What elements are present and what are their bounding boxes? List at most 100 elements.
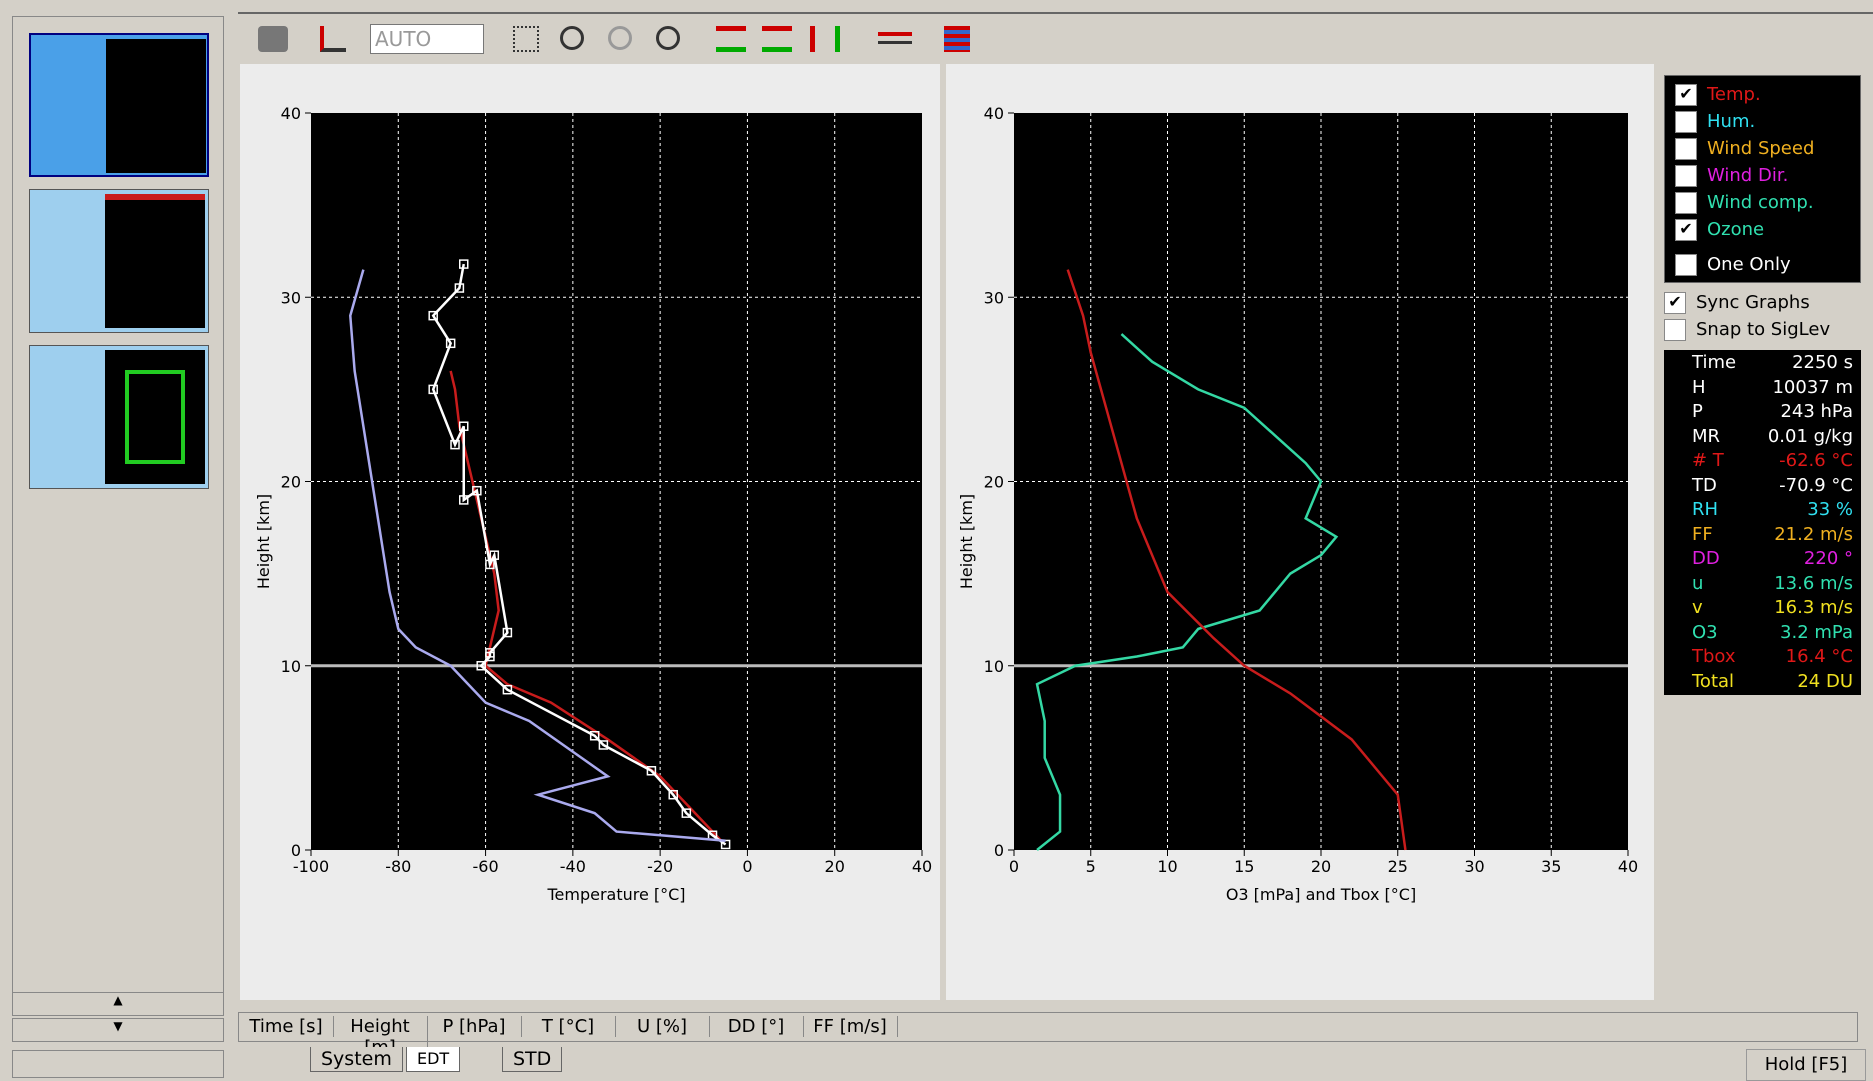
- y-axis-label: Height [km]: [957, 494, 976, 589]
- options: ✔ Sync Graphs Snap to SigLev: [1664, 292, 1864, 346]
- column-header[interactable]: T [°C]: [521, 1016, 616, 1037]
- legend-label: Temp.: [1707, 84, 1761, 105]
- readout-value: 16.4 °C: [1786, 646, 1853, 671]
- readout-label: v: [1674, 597, 1703, 622]
- checkbox[interactable]: [1664, 319, 1686, 341]
- zoom-fit-button[interactable]: [656, 26, 680, 50]
- readout-row: DD 220 °: [1674, 548, 1853, 573]
- readout-value: 0.01 g/kg: [1768, 426, 1853, 451]
- option-label: Sync Graphs: [1696, 292, 1810, 313]
- zoom-combo[interactable]: AUTO: [370, 24, 484, 54]
- readout-label: Total: [1674, 671, 1734, 696]
- thumbnail-panel: ▲: [12, 16, 224, 1016]
- x-tick-label: 40: [1618, 857, 1638, 876]
- legend-item[interactable]: Wind Dir.: [1675, 165, 1850, 192]
- readout-label: Tbox: [1674, 646, 1736, 671]
- readout-label: MR: [1674, 426, 1720, 451]
- tab[interactable]: STD: [502, 1047, 562, 1072]
- legend-item[interactable]: Wind Speed: [1675, 138, 1850, 165]
- zoom-in-button[interactable]: [560, 26, 584, 50]
- print-button[interactable]: [258, 26, 288, 52]
- readout-value: 16.3 m/s: [1774, 597, 1853, 622]
- column-header[interactable]: P [hPa]: [427, 1016, 522, 1037]
- readout-row: TD-70.9 °C: [1674, 475, 1853, 500]
- readout-value: 2250 s: [1792, 352, 1853, 377]
- readout-label: DD: [1674, 548, 1720, 573]
- x-tick-label: -60: [473, 857, 499, 876]
- x-axis-label: Temperature [°C]: [546, 885, 685, 904]
- readout-value: 220 °: [1804, 548, 1853, 573]
- y-tick-label: 40: [281, 104, 301, 123]
- tool-button[interactable]: [320, 26, 346, 52]
- zoom-select-button[interactable]: [513, 26, 539, 52]
- one-only[interactable]: One Only: [1675, 254, 1850, 276]
- thumbnail[interactable]: [29, 189, 209, 333]
- x-tick-label: 5: [1086, 857, 1096, 876]
- thumbnail[interactable]: [29, 33, 209, 177]
- checkbox[interactable]: [1675, 165, 1697, 187]
- tool-button[interactable]: [810, 26, 840, 52]
- legend-item[interactable]: Hum.: [1675, 111, 1850, 138]
- option[interactable]: ✔ Sync Graphs: [1664, 292, 1864, 319]
- tool-button[interactable]: [716, 26, 746, 52]
- x-tick-label: 20: [825, 857, 845, 876]
- y-tick-label: 10: [281, 657, 301, 676]
- nav-buttons[interactable]: [12, 1050, 224, 1078]
- scroll-up[interactable]: ▲: [13, 992, 223, 1016]
- readout-row: Total 24 DU: [1674, 671, 1853, 696]
- readout-value: 13.6 m/s: [1774, 573, 1853, 598]
- readout-value: 21.2 m/s: [1774, 524, 1853, 549]
- option[interactable]: Snap to SigLev: [1664, 319, 1864, 346]
- checkbox[interactable]: ✔: [1664, 292, 1686, 314]
- readout-label: TD: [1674, 475, 1717, 500]
- y-tick-label: 10: [984, 657, 1004, 676]
- hold-button[interactable]: Hold [F5]: [1746, 1049, 1866, 1081]
- legend-label: Wind Dir.: [1707, 165, 1788, 186]
- tool-button[interactable]: [944, 26, 970, 52]
- readout-label: P: [1674, 401, 1703, 426]
- legend-item[interactable]: ✔Ozone: [1675, 219, 1850, 246]
- checkbox[interactable]: [1675, 138, 1697, 160]
- y-tick-label: 40: [984, 104, 1004, 123]
- screen: ▲ ▼ AUTO -100-80-60-40-2002040010203040T…: [0, 0, 1873, 1081]
- x-tick-label: 20: [1311, 857, 1331, 876]
- scroll-down[interactable]: ▼: [12, 1018, 224, 1042]
- thumbnail[interactable]: [29, 345, 209, 489]
- readout-value: 24 DU: [1797, 671, 1853, 696]
- x-tick-label: 10: [1157, 857, 1177, 876]
- readout-row: MR 0.01 g/kg: [1674, 426, 1853, 451]
- column-header[interactable]: U [%]: [615, 1016, 710, 1037]
- column-header[interactable]: DD [°]: [709, 1016, 804, 1037]
- checkbox[interactable]: ✔: [1675, 84, 1697, 106]
- checkbox[interactable]: ✔: [1675, 219, 1697, 241]
- column-header[interactable]: Time [s]: [239, 1016, 334, 1037]
- tab[interactable]: System: [310, 1047, 403, 1072]
- checkbox[interactable]: [1675, 111, 1697, 133]
- checkbox[interactable]: [1675, 254, 1697, 276]
- legend-item[interactable]: Wind comp.: [1675, 192, 1850, 219]
- x-tick-label: 35: [1541, 857, 1561, 876]
- y-tick-label: 30: [281, 288, 301, 307]
- readout-row: Tbox 16.4 °C: [1674, 646, 1853, 671]
- readout-label: O3: [1674, 622, 1718, 647]
- readout-row: H 10037 m: [1674, 377, 1853, 402]
- tool-button[interactable]: [762, 26, 792, 52]
- legend-item[interactable]: ✔ Temp.: [1675, 84, 1850, 111]
- readout-label: H: [1674, 377, 1706, 402]
- tool-button[interactable]: [878, 32, 912, 44]
- y-tick-label: 0: [994, 841, 1004, 860]
- option-label: One Only: [1707, 254, 1791, 275]
- readout-value: 10037 m: [1772, 377, 1853, 402]
- column-header: Time [s]Height [m]P [hPa]T [°C]U [%]DD […: [238, 1012, 1858, 1042]
- checkbox[interactable]: [1675, 192, 1697, 214]
- tab[interactable]: EDT: [406, 1047, 460, 1072]
- readout-value: 243 hPa: [1780, 401, 1853, 426]
- column-header[interactable]: FF [m/s]: [803, 1016, 898, 1037]
- zoom-out-button[interactable]: [608, 26, 632, 50]
- readout-row: P 243 hPa: [1674, 401, 1853, 426]
